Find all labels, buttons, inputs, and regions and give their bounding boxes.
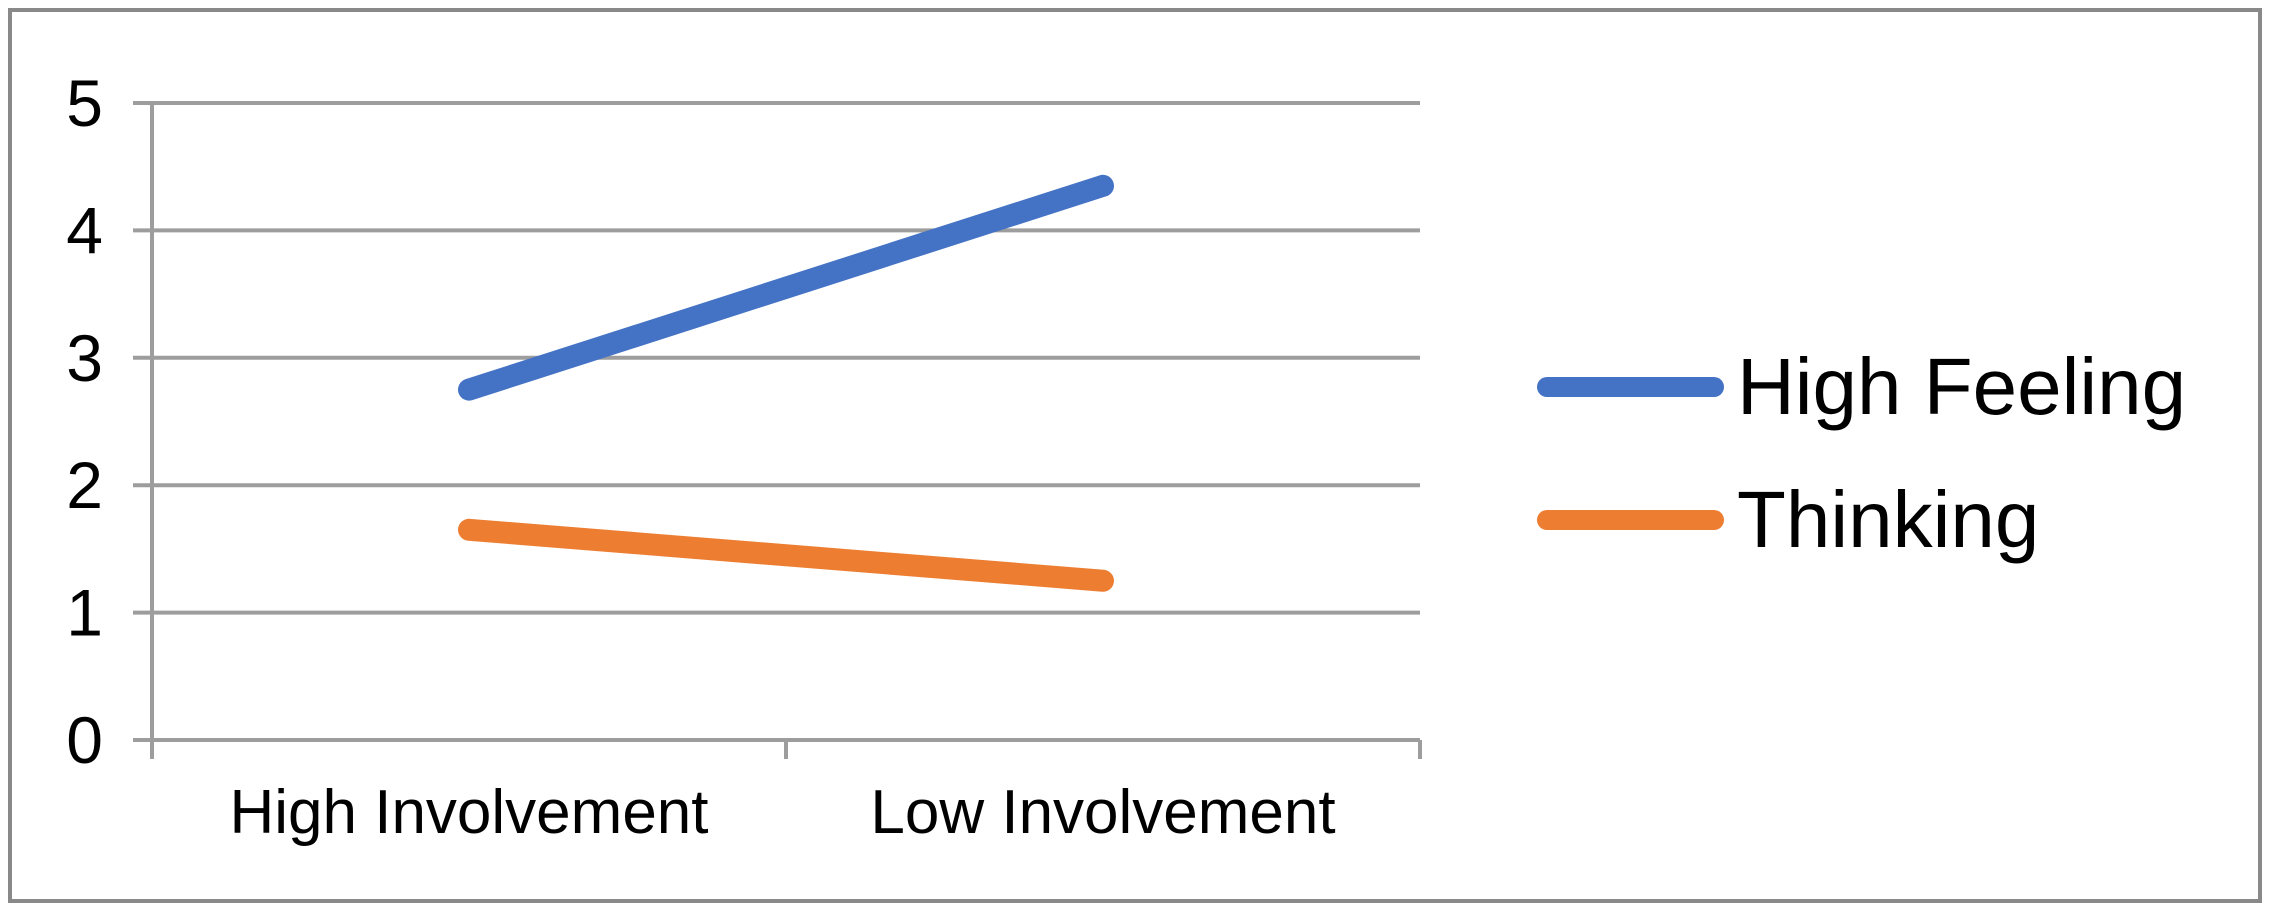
y-axis-tick-label: 3: [66, 321, 103, 395]
y-axis-tick-label: 5: [66, 66, 103, 140]
y-axis-tick-label: 4: [66, 193, 103, 267]
series-line-high-feeling[interactable]: [458, 174, 1114, 401]
y-axis-tick-label: 2: [66, 448, 103, 522]
chart-border-frame: [8, 8, 2262, 903]
y-axis-tick-label: 1: [66, 576, 103, 650]
series-line-thinking[interactable]: [458, 518, 1114, 592]
x-axis-category-label: High Involvement: [229, 778, 708, 847]
legend-swatch-thinking: [1537, 510, 1724, 530]
y-axis-tick-label: 0: [66, 703, 103, 777]
legend-label-thinking: Thinking: [1737, 475, 2040, 564]
legend: High Feeling Thinking: [1537, 337, 2186, 603]
legend-item-high-feeling[interactable]: High Feeling: [1537, 337, 2186, 437]
x-axis-category-label: Low Involvement: [870, 778, 1335, 847]
legend-item-thinking[interactable]: Thinking: [1537, 470, 2186, 570]
legend-label-high-feeling: High Feeling: [1737, 342, 2187, 431]
legend-swatch-high-feeling: [1537, 377, 1724, 397]
